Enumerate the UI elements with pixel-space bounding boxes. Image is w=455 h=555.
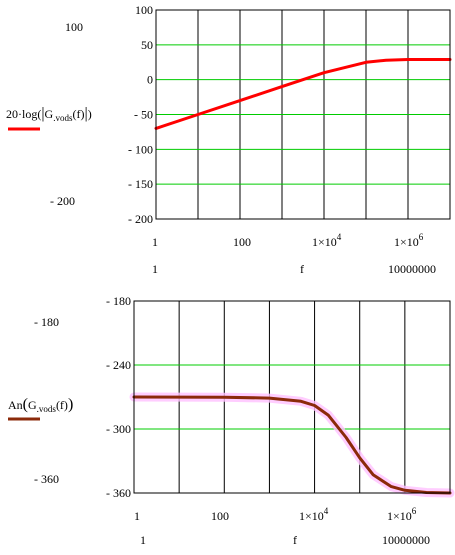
y-tick-label: 0 [147, 73, 153, 87]
phase-series [129, 392, 455, 498]
magnitude-legend: 20·log(|G.vods(f)|) [6, 105, 92, 131]
legend-expression: 20·log(|G.vods(f)|) [6, 105, 92, 123]
side-tick-label: - 200 [50, 194, 75, 208]
y-tick-label: 100 [135, 3, 153, 17]
x-axis-label: f [300, 262, 304, 276]
y-tick-label: - 240 [106, 358, 131, 372]
x-range-min: 1 [140, 533, 146, 547]
series-line [132, 395, 452, 495]
legend-arg: (f) [72, 107, 84, 121]
x-axis-label: f [293, 533, 297, 547]
legend-expression: An(G.vods(f)) [8, 396, 73, 414]
legend-expr-prefix: An [8, 398, 23, 412]
y-tick-label: - 100 [128, 142, 153, 156]
magnitude-x-ticks: 1 100 1×104 1×106 [152, 232, 424, 249]
x-range-min: 1 [152, 262, 158, 276]
legend-subscript: .vods [37, 404, 57, 414]
magnitude-chart: 100 50 0 - 50 - 100 - 150 - 200 100 - 200 20·l… [6, 3, 452, 276]
series-highlight [129, 392, 455, 498]
legend-expr-prefix: 20·log [6, 107, 37, 121]
magnitude-y-ticks: 100 50 0 - 50 - 100 - 150 - 200 [128, 3, 153, 226]
legend-arg: (f) [56, 398, 68, 412]
phase-plot-frame [133, 300, 451, 494]
y-tick-label: - 200 [128, 212, 153, 226]
x-range-max: 10000000 [388, 262, 436, 276]
magnitude-x-range: 1 f 10000000 [152, 262, 436, 276]
side-tick-label: - 180 [34, 315, 59, 329]
side-tick-label: 100 [65, 20, 83, 34]
y-tick-label: - 360 [106, 486, 131, 500]
phase-x-ticks: 1 100 1×104 1×106 [134, 506, 417, 523]
x-tick-label: 100 [211, 509, 229, 523]
legend-func: G [28, 398, 37, 412]
legend-func: G [45, 107, 54, 121]
magnitude-side-ticks: 100 - 200 [50, 20, 83, 208]
x-range-max: 10000000 [382, 533, 430, 547]
x-tick-label: 1×104 [312, 232, 342, 249]
x-tick-label: 1×106 [394, 232, 424, 249]
y-tick-label: - 50 [134, 108, 153, 122]
x-tick-label: 1 [152, 235, 158, 249]
magnitude-plot-frame [155, 9, 451, 220]
magnitude-series [154, 58, 452, 130]
phase-x-range: 1 f 10000000 [140, 533, 430, 547]
y-tick-label: - 300 [106, 422, 131, 436]
y-tick-label: 50 [141, 38, 153, 52]
phase-side-ticks: - 180 - 360 [34, 315, 59, 486]
magnitude-grid [156, 10, 450, 219]
y-tick-label: - 180 [106, 294, 131, 308]
side-tick-label: - 360 [34, 472, 59, 486]
x-tick-label: 1×106 [387, 506, 417, 523]
phase-chart: - 180 - 240 - 300 - 360 - 180 - 360 An(G.vo… [8, 294, 455, 547]
x-tick-label: 1 [134, 509, 140, 523]
x-tick-label: 1×104 [299, 506, 329, 523]
y-tick-label: - 150 [128, 177, 153, 191]
phase-y-ticks: - 180 - 240 - 300 - 360 [106, 294, 131, 500]
series-line [154, 58, 452, 130]
x-tick-label: 100 [233, 235, 251, 249]
legend-subscript: .vods [53, 113, 73, 123]
phase-legend: An(G.vods(f)) [8, 396, 73, 421]
